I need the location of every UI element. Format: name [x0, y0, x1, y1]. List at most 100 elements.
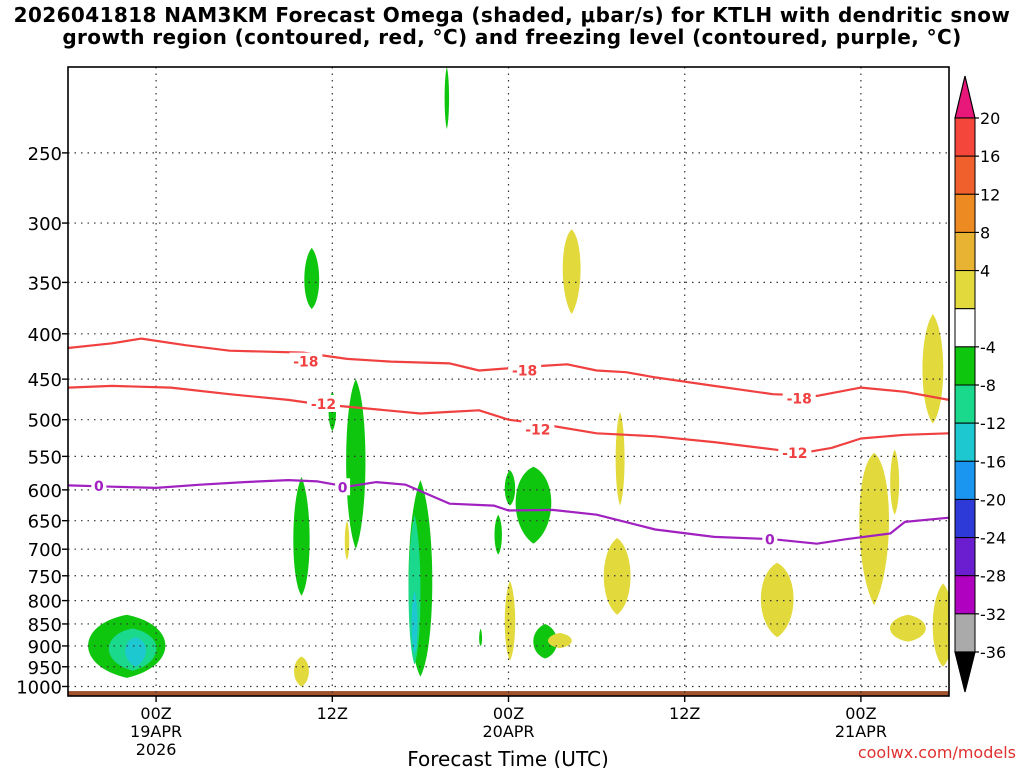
contour-label-bg	[91, 477, 107, 495]
chart-title: 2026041818 NAM3KM Forecast Omega (shaded…	[0, 4, 1024, 48]
y-tick-label: 850	[28, 615, 62, 636]
y-tick-label: 300	[28, 214, 62, 235]
colorbar-label: -20	[980, 490, 1006, 509]
y-tick-label: 950	[28, 658, 62, 679]
colorbar-label: -32	[980, 605, 1006, 624]
omega-shaded-region	[890, 614, 926, 642]
colorbar-bin	[954, 308, 976, 348]
x-tick-label: 2026	[136, 740, 177, 759]
colorbar-label: -16	[980, 452, 1006, 471]
x-tick-label: 21APR	[835, 722, 887, 741]
omega-shaded-region	[615, 411, 625, 506]
colorbar-bin	[954, 537, 976, 577]
contour-label: -18	[293, 355, 318, 371]
contour-label-bg	[335, 478, 351, 496]
omega-shaded-region	[859, 452, 889, 606]
colorbar-bin	[954, 193, 976, 233]
omega-shaded-region	[533, 623, 558, 659]
contour-label: -18	[512, 363, 537, 379]
colorbar-bin	[954, 575, 976, 615]
x-axis-title: Forecast Time (UTC)	[407, 747, 609, 768]
omega-shaded-region	[408, 514, 421, 665]
y-tick-label: 800	[28, 592, 62, 613]
colorbar-label: -24	[980, 529, 1006, 548]
y-tick-label: 1000	[16, 677, 62, 698]
contour-label: 0	[94, 479, 104, 495]
omega-shaded-region	[515, 466, 552, 544]
colorbar-bin	[954, 117, 976, 157]
colorbar-bin	[954, 460, 976, 500]
x-tick-label: 00Z	[140, 704, 171, 723]
colorbar-label: 16	[980, 147, 1000, 166]
y-tick-label: 400	[28, 325, 62, 346]
y-tick-label: 700	[28, 540, 62, 561]
y-tick-label: 250	[28, 144, 62, 165]
omega-shaded-region	[932, 583, 949, 667]
x-tick-label: 12Z	[669, 704, 700, 723]
contour-label-bg	[778, 443, 812, 461]
contour-label-bg	[521, 420, 555, 438]
contour-label-bg	[508, 361, 542, 379]
omega-shaded-region	[603, 538, 631, 615]
colorbar-label: 20	[980, 109, 1000, 128]
omega-shaded-region	[504, 580, 516, 661]
omega-shaded-region	[922, 314, 944, 424]
y-tick-label: 750	[28, 567, 62, 588]
colorbar-bin	[954, 270, 976, 310]
ground-surface	[68, 691, 949, 696]
omega-shaded-region	[444, 67, 450, 130]
y-tick-label: 350	[28, 273, 62, 294]
omega-shaded-region	[294, 656, 309, 687]
colorbar-bin	[954, 422, 976, 462]
contour-label-bg	[289, 352, 323, 370]
x-tick-label: 12Z	[317, 704, 348, 723]
contour-label: -12	[311, 397, 336, 413]
contour-label-bg	[306, 394, 340, 412]
chart-title-line2: growth region (contoured, red, °C) and f…	[62, 25, 962, 49]
colorbar-label: 12	[980, 185, 1000, 204]
colorbar-label: -4	[980, 338, 996, 357]
omega-shaded-region	[411, 590, 418, 655]
colorbar-bin	[954, 613, 976, 653]
x-tick-label: 00Z	[845, 704, 876, 723]
x-tick-label: 19APR	[130, 722, 182, 741]
colorbar-bin	[954, 231, 976, 272]
contour-label: -12	[525, 423, 550, 439]
colorbar-label: 8	[980, 223, 990, 242]
omega-shaded-region	[562, 229, 581, 315]
contour-label-bg	[782, 389, 816, 407]
contour-line	[68, 479, 949, 545]
colorbar-label: -12	[980, 414, 1006, 433]
x-tick-label: 00Z	[493, 704, 524, 723]
contour-label: 0	[765, 533, 775, 549]
omega-shaded-region	[494, 514, 502, 555]
colorbar-label: -28	[980, 567, 1006, 586]
omega-shaded-region	[125, 637, 146, 667]
colorbar-bin	[954, 498, 976, 539]
omega-shaded-region	[760, 562, 794, 638]
omega-shaded-region	[504, 470, 516, 506]
contour-label-bg	[762, 530, 778, 548]
omega-shaded-region	[304, 247, 320, 309]
colorbar-label: -8	[980, 376, 996, 395]
credit-text: coolwx.com/models	[858, 743, 1016, 762]
y-tick-label: 650	[28, 512, 62, 533]
omega-shaded-region	[293, 476, 310, 596]
colorbar-bin	[954, 384, 976, 424]
y-tick-label: 550	[28, 447, 62, 468]
colorbar-label: -36	[980, 643, 1006, 662]
y-tick-label: 450	[28, 370, 62, 391]
y-tick-label: 600	[28, 481, 62, 502]
y-tick-label: 900	[28, 637, 62, 658]
x-tick-label: 20APR	[482, 722, 534, 741]
contour-line	[68, 384, 949, 454]
omega-shaded-region	[479, 628, 483, 646]
contour-label: -12	[782, 446, 807, 462]
omega-shaded-region	[547, 632, 572, 649]
omega-shaded-region	[890, 449, 900, 515]
omega-shaded-region	[344, 520, 350, 561]
colorbar-arrow-bottom	[954, 651, 976, 693]
colorbar-bin	[954, 346, 976, 386]
omega-shaded-region	[346, 379, 366, 550]
